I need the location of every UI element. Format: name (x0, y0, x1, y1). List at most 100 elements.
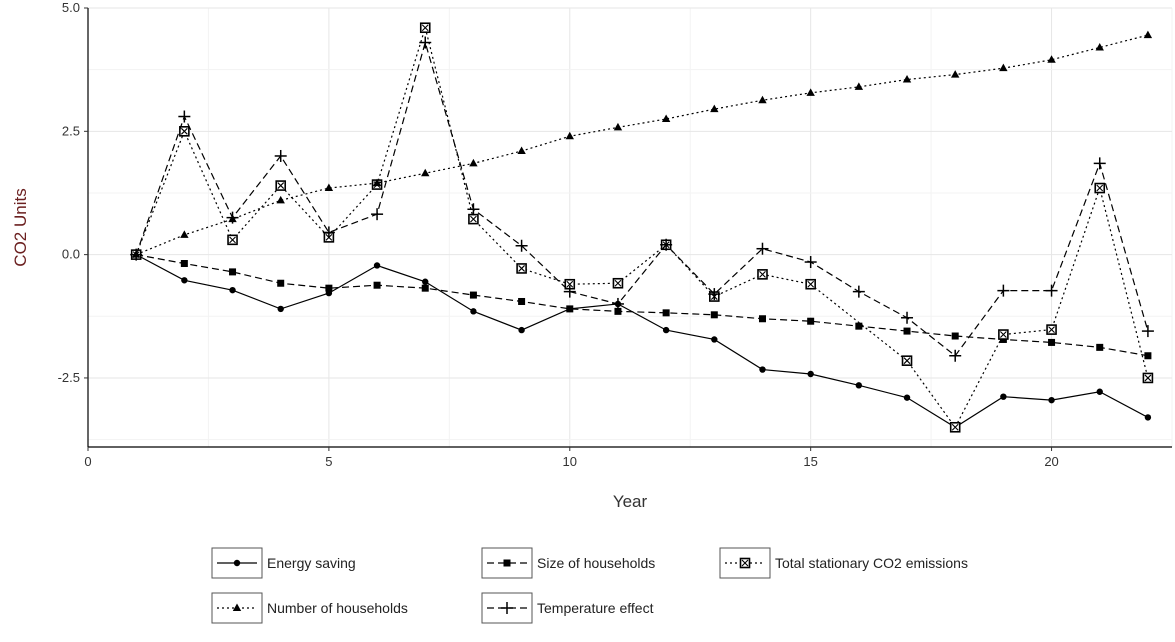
data-point (757, 269, 768, 280)
data-point (611, 297, 624, 310)
data-point (322, 226, 335, 239)
data-point (852, 285, 865, 298)
x-tick-label: 20 (1044, 454, 1058, 469)
data-point (1093, 157, 1106, 170)
data-point (1141, 325, 1154, 338)
series-4 (130, 36, 1154, 362)
data-point (468, 213, 479, 225)
series-0 (132, 251, 1152, 431)
data-point (613, 122, 623, 131)
data-point (1047, 55, 1056, 63)
data-point (758, 95, 767, 104)
legend-item: Size of households (481, 547, 655, 579)
data-point (807, 370, 814, 378)
data-point (566, 305, 574, 313)
data-point (1096, 388, 1103, 395)
data-point (951, 332, 959, 340)
data-point (180, 230, 189, 238)
data-point (614, 307, 622, 315)
series-3 (131, 30, 1153, 258)
data-point (999, 63, 1008, 72)
legend-key-marker (233, 559, 241, 567)
data-point (229, 286, 236, 294)
data-point (708, 288, 721, 301)
data-point (1096, 343, 1104, 351)
data-point (660, 238, 673, 251)
series-2 (130, 22, 1154, 433)
data-point (855, 382, 863, 389)
series (130, 22, 1154, 433)
data-point (229, 268, 237, 276)
data-point (1144, 414, 1152, 421)
data-point (662, 326, 670, 334)
data-point (515, 239, 528, 252)
series-line (136, 254, 1149, 357)
data-point (711, 336, 718, 343)
data-point (998, 329, 1009, 340)
data-point (1000, 393, 1007, 400)
legend-key-marker (501, 602, 513, 614)
data-point (180, 260, 188, 268)
data-point (1045, 284, 1058, 297)
data-point (1094, 182, 1106, 194)
data-point (421, 284, 429, 292)
x-tick-label: 5 (325, 454, 332, 469)
data-point (997, 284, 1010, 297)
data-point (951, 70, 960, 78)
legend-label: Total stationary CO2 emissions (775, 555, 968, 571)
data-point (1095, 42, 1104, 51)
data-point (759, 366, 766, 373)
data-point (274, 149, 287, 162)
data-point (421, 168, 430, 177)
data-point (612, 277, 624, 289)
data-point (901, 311, 914, 324)
data-point (901, 355, 913, 366)
data-point (1142, 372, 1154, 384)
data-point (516, 263, 527, 274)
data-point (902, 75, 912, 83)
data-point (469, 158, 478, 167)
data-point (903, 394, 911, 401)
data-point (422, 278, 429, 285)
data-point (565, 131, 574, 140)
data-point (756, 242, 769, 255)
legend-key-marker (232, 603, 242, 611)
series-line (135, 40, 1149, 357)
data-point (806, 88, 815, 96)
data-point (227, 234, 238, 246)
data-point (324, 183, 334, 192)
data-point (517, 146, 526, 155)
data-point (469, 291, 477, 299)
data-point (277, 279, 285, 287)
x-axis-title: Year (613, 492, 648, 511)
data-point (949, 349, 962, 362)
data-point (419, 36, 432, 49)
data-point (518, 297, 526, 305)
legend-label: Size of households (537, 555, 655, 571)
series-line (135, 25, 1149, 429)
data-point (419, 22, 431, 34)
data-point (372, 178, 382, 187)
data-point (662, 309, 670, 317)
y-axis-title: CO2 Units (11, 188, 30, 266)
data-point (277, 305, 284, 313)
legend: Energy saving Size of households Total sta… (211, 547, 968, 624)
legend-item: Number of households (211, 592, 408, 624)
x-tick-label: 0 (84, 454, 91, 469)
data-point (807, 317, 815, 325)
data-point (949, 421, 961, 433)
data-point (1048, 338, 1056, 346)
legend-item: Energy saving (211, 547, 356, 579)
data-point (518, 326, 525, 334)
data-point (178, 110, 191, 123)
y-tick-label: 5.0 (62, 0, 80, 15)
legend-label: Temperature effect (537, 600, 654, 616)
data-point (373, 262, 381, 269)
data-point (275, 180, 287, 191)
data-point (710, 104, 719, 113)
data-point (276, 195, 285, 204)
data-point (805, 278, 816, 290)
data-point (710, 311, 718, 319)
data-point (758, 315, 766, 323)
